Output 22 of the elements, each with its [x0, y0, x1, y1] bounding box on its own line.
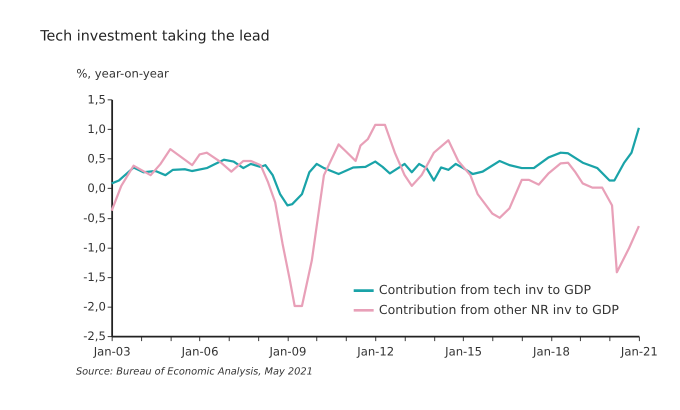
source-note: Source: Bureau of Economic Analysis, May 2021 [76, 366, 313, 378]
x-tick-label: Jan-15 [444, 344, 482, 358]
y-tick-label: -1,5 [83, 270, 106, 284]
y-axis-title: %, year-on-year [76, 66, 169, 81]
y-tick-label: 0,0 [87, 181, 106, 196]
x-tick-label: Jan-18 [532, 344, 570, 358]
y-tick-label: 1,5 [87, 92, 106, 106]
x-tick-label: Jan-12 [356, 344, 394, 358]
y-tick-label: -1,0 [83, 240, 106, 254]
x-tick-label: Jan-09 [268, 344, 306, 358]
chart-title: Tech investment taking the lead [39, 28, 270, 44]
line-series [110, 126, 640, 206]
x-tick-label: Jan-21 [620, 344, 658, 358]
y-tick-label: -2,0 [83, 300, 106, 314]
y-tick-label: 0,5 [87, 152, 106, 166]
y-tick-label: 1,0 [87, 122, 106, 136]
x-tick-label: Jan-06 [180, 344, 218, 358]
x-tick-label: Jan-03 [92, 344, 131, 358]
y-tick-label: -0,5 [83, 210, 106, 225]
legend-label: Contribution from tech inv to GDP [378, 282, 592, 298]
y-tick-label: -2,5 [83, 329, 106, 344]
legend-label: Contribution from other NR inv to GDP [378, 302, 620, 317]
